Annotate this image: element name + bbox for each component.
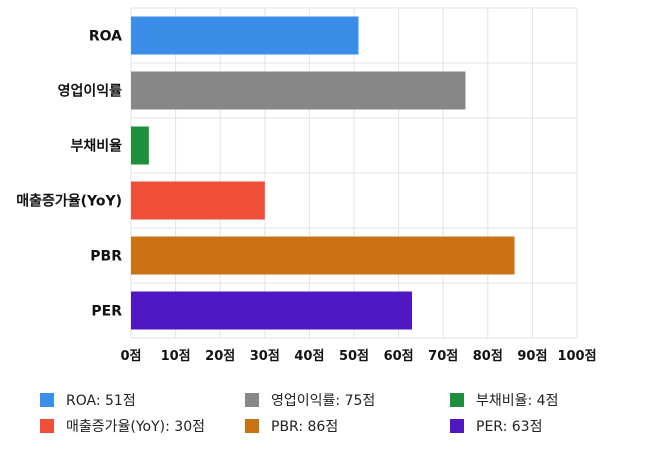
- x-tick-label: 10점: [161, 349, 191, 364]
- legend-label: ROA: 51점: [66, 393, 136, 409]
- x-tick-label: 0점: [120, 349, 141, 364]
- legend-label: PBR: 86점: [271, 419, 339, 435]
- x-tick-label: 30점: [250, 349, 280, 364]
- legend-item: 매출증가율(YoY): 30점: [40, 416, 205, 436]
- legend-item: 부채비율: 4점: [450, 390, 558, 410]
- x-tick-label: 90점: [517, 349, 547, 364]
- category-label: 영업이익률: [58, 83, 123, 100]
- bar: [131, 291, 412, 330]
- bar: [131, 71, 466, 110]
- legend-swatch: [450, 419, 464, 433]
- bars: [131, 16, 515, 330]
- legend-swatch: [40, 393, 54, 407]
- bar: [131, 16, 359, 55]
- bar: [131, 126, 149, 165]
- x-tick-labels: 0점 10점 20점 30점 40점 50점 60점 70점 80점 90점 100점: [120, 349, 596, 364]
- legend-label: PER: 63점: [476, 419, 543, 435]
- x-tick-label: 50점: [339, 349, 369, 364]
- legend-item: PER: 63점: [450, 416, 542, 436]
- category-label: PBR: [90, 249, 122, 265]
- bar: [131, 181, 265, 220]
- x-tick-label: 100점: [557, 349, 596, 364]
- legend-swatch: [245, 419, 259, 433]
- bar: [131, 236, 515, 275]
- legend-swatch: [450, 393, 464, 407]
- legend-item: PBR: 86점: [245, 416, 338, 436]
- x-tick-label: 80점: [473, 349, 503, 364]
- x-tick-label: 70점: [428, 349, 458, 364]
- category-label: 부채비율: [70, 138, 122, 155]
- x-tick-label: 20점: [205, 349, 235, 364]
- legend-item: ROA: 51점: [40, 390, 136, 410]
- legend-label: 매출증가율(YoY): 30점: [66, 419, 205, 435]
- legend-swatch: [245, 393, 259, 407]
- legend-swatch: [40, 419, 54, 433]
- legend-item: 영업이익률: 75점: [245, 390, 375, 410]
- category-label: ROA: [89, 29, 122, 45]
- x-tick-label: 60점: [384, 349, 414, 364]
- legend-label: 부채비율: 4점: [476, 393, 559, 409]
- grid-lines: [130, 7, 578, 339]
- category-label: PER: [91, 304, 122, 320]
- legend-label: 영업이익률: 75점: [271, 393, 376, 409]
- category-label: 매출증가율(YoY): [16, 193, 122, 210]
- x-tick-label: 40점: [294, 349, 324, 364]
